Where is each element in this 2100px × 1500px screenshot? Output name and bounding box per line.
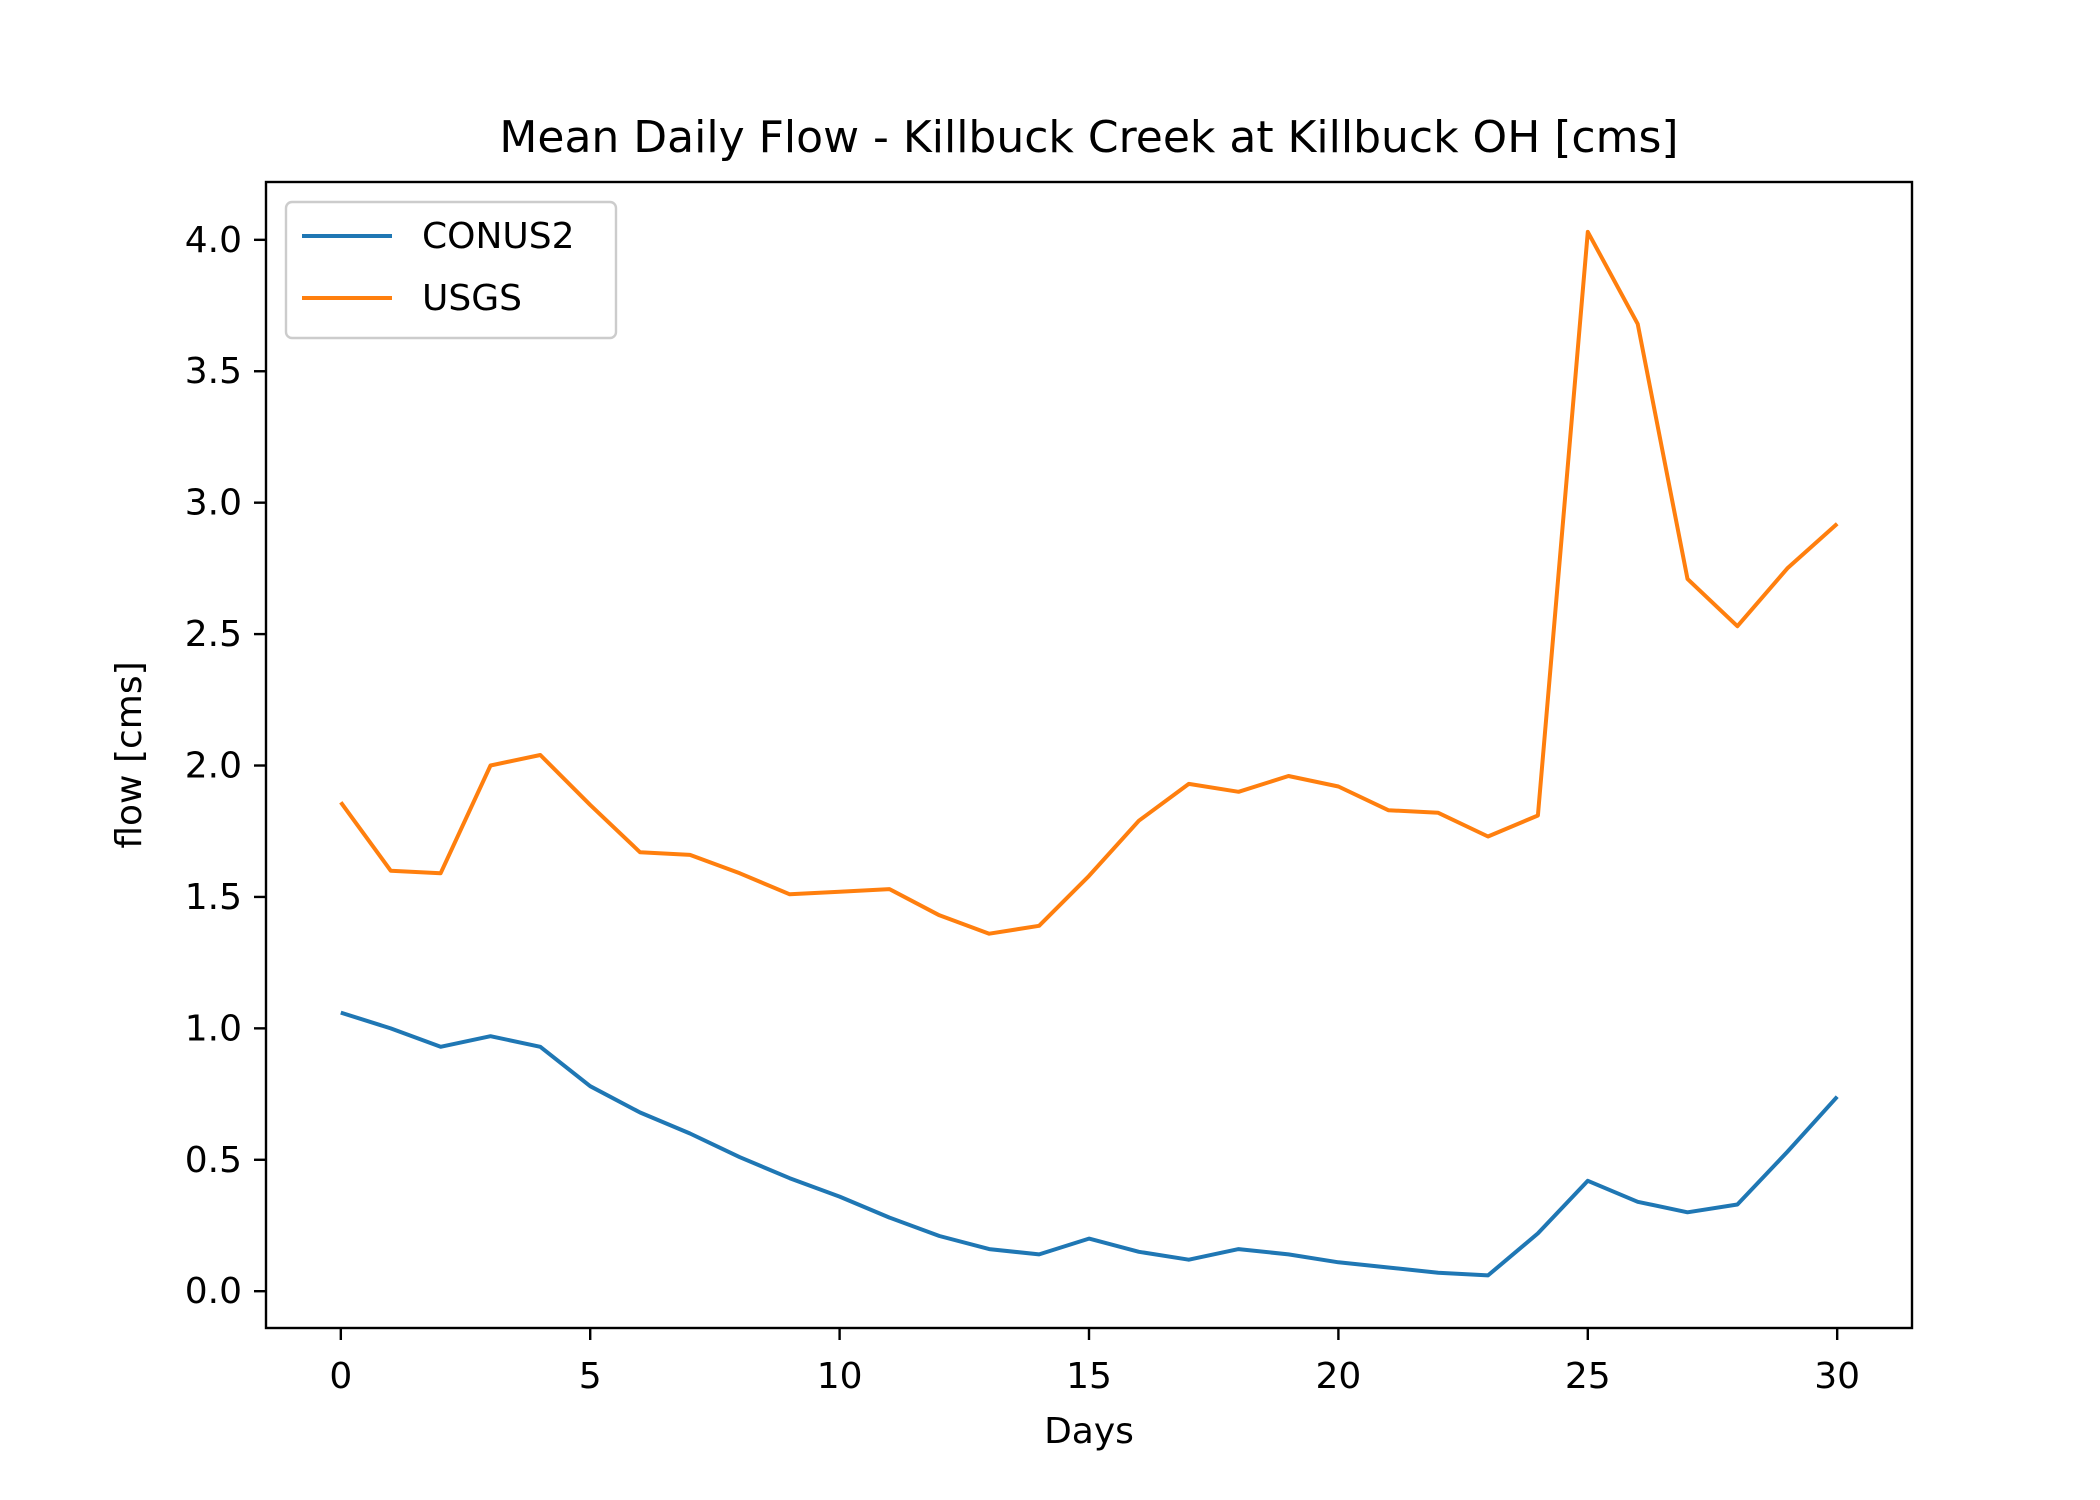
legend-label-usgs: USGS xyxy=(422,278,522,319)
y-axis-label: flow [cms] xyxy=(109,661,150,848)
y-tick-label: 1.0 xyxy=(185,1008,242,1049)
y-tick-label: 0.5 xyxy=(185,1140,242,1181)
y-tick-label: 4.0 xyxy=(185,220,242,261)
series-line-usgs xyxy=(339,229,1839,936)
chart-title: Mean Daily Flow - Killbuck Creek at Kill… xyxy=(499,112,1678,163)
y-tick-label: 0.0 xyxy=(185,1271,242,1312)
x-axis-label: Days xyxy=(1044,1411,1134,1452)
legend-label-conus2: CONUS2 xyxy=(422,216,575,257)
y-tick-label: 1.5 xyxy=(185,877,242,918)
x-tick-label: 10 xyxy=(817,1356,863,1397)
x-tick-label: 15 xyxy=(1066,1356,1112,1397)
y-tick-label: 2.0 xyxy=(185,746,242,787)
y-axis: 0.0 0.5 1.0 1.5 2.0 2.5 3.0 3.5 4.0 xyxy=(185,220,266,1312)
x-tick-label: 30 xyxy=(1814,1356,1860,1397)
y-tick-label: 3.0 xyxy=(185,483,242,524)
plot-area xyxy=(339,229,1839,1278)
x-tick-label: 5 xyxy=(579,1356,602,1397)
x-axis: 0 5 10 15 20 25 30 xyxy=(329,1328,1860,1397)
y-tick-label: 2.5 xyxy=(185,614,242,655)
y-tick-label: 3.5 xyxy=(185,351,242,392)
legend: CONUS2 USGS xyxy=(284,200,618,340)
x-tick-label: 25 xyxy=(1565,1356,1611,1397)
x-tick-label: 20 xyxy=(1315,1356,1361,1397)
series-line-conus2 xyxy=(340,1010,1839,1278)
plot-frame xyxy=(264,180,1914,1330)
x-tick-label: 0 xyxy=(329,1356,352,1397)
